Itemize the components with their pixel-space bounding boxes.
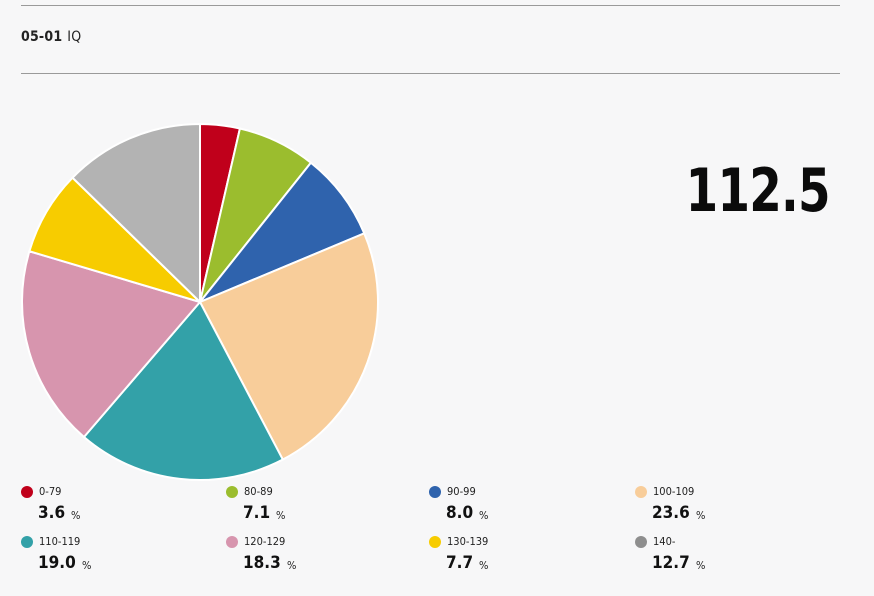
legend-unit: %: [71, 509, 81, 522]
legend-value: 3.6: [38, 503, 66, 523]
legend-swatch: [226, 536, 238, 548]
legend-unit: %: [82, 559, 92, 572]
legend-item-100-109: 100-109 23.6%: [635, 485, 835, 529]
chart-header: 05-01 IQ: [21, 29, 81, 45]
legend-item-120-129: 120-129 18.3%: [226, 535, 426, 579]
legend-label: 140-: [653, 535, 676, 548]
pie-chart: [21, 122, 379, 481]
legend-value: 8.0: [446, 503, 474, 523]
legend-label: 120-129: [244, 535, 286, 548]
pie-slice-100-109: [198, 232, 379, 461]
legend-label: 80-89: [244, 485, 273, 498]
legend-item-130-139: 130-139 7.7%: [429, 535, 629, 579]
legend-value: 12.7: [652, 553, 690, 573]
legend-item-110-119: 110-119 19.0%: [21, 535, 221, 579]
legend-value: 7.1: [243, 503, 271, 523]
pie-slice-90-99: [199, 161, 366, 303]
legend-swatch: [226, 486, 238, 498]
pie-slice-140-: [71, 122, 201, 305]
legend-swatch: [429, 486, 441, 498]
legend-label: 0-79: [39, 485, 62, 498]
pie-slice-120-129: [21, 250, 202, 439]
legend-value: 19.0: [38, 553, 76, 573]
legend-unit: %: [479, 559, 489, 572]
top-divider: [21, 5, 840, 6]
legend-item-0-79: 0-79 3.6%: [21, 485, 221, 529]
legend-unit: %: [696, 509, 706, 522]
item-name: IQ: [67, 29, 82, 45]
legend-value: 23.6: [652, 503, 690, 523]
legend-item-80-89: 80-89 7.1%: [226, 485, 426, 529]
legend-value: 18.3: [243, 553, 281, 573]
header-divider: [21, 73, 840, 74]
legend-swatch: [429, 536, 441, 548]
legend-label: 130-139: [447, 535, 489, 548]
legend-unit: %: [276, 509, 286, 522]
legend-item-140-: 140- 12.7%: [635, 535, 835, 579]
legend-unit: %: [696, 559, 706, 572]
legend-label: 100-109: [653, 485, 695, 498]
item-code: 05-01: [21, 29, 63, 45]
legend-unit: %: [479, 509, 489, 522]
average-value: 112.5: [685, 156, 831, 226]
legend-value: 7.7: [446, 553, 474, 573]
legend-unit: %: [287, 559, 297, 572]
legend-swatch: [635, 486, 647, 498]
legend-label: 110-119: [39, 535, 81, 548]
legend-label: 90-99: [447, 485, 476, 498]
legend-swatch: [21, 536, 33, 548]
legend-swatch: [635, 536, 647, 548]
legend-item-90-99: 90-99 8.0%: [429, 485, 629, 529]
pie-slice-110-119: [82, 300, 285, 481]
legend-swatch: [21, 486, 33, 498]
